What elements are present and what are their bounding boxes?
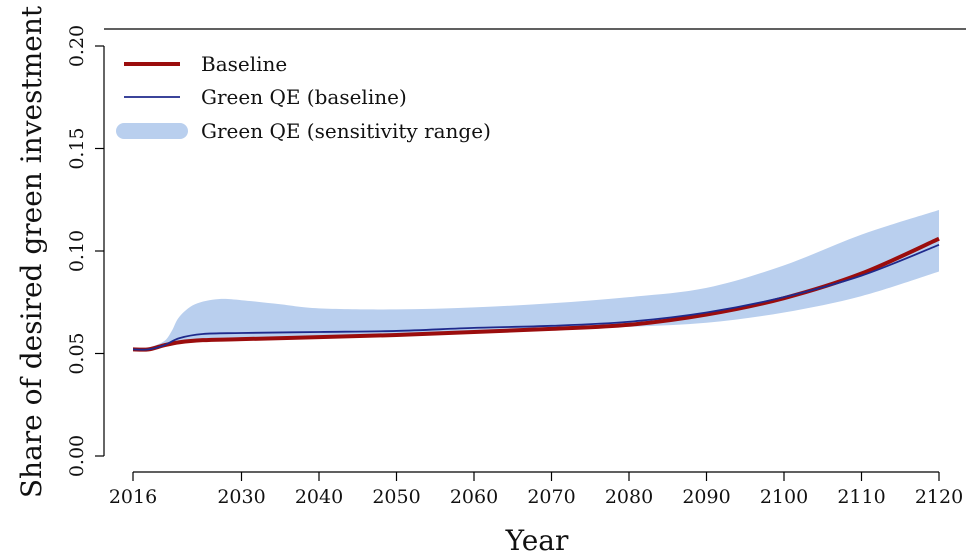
- green-qe-line: [132, 244, 940, 351]
- x-tick-label: 2050: [372, 486, 420, 508]
- x-tick-label: 2120: [915, 486, 963, 508]
- x-tick-label: 2070: [527, 486, 575, 508]
- y-tick-label: 0.15: [66, 127, 88, 169]
- y-tick-label: 0.10: [66, 230, 88, 272]
- x-tick-label: 2110: [837, 486, 885, 508]
- plot-area: [132, 210, 940, 352]
- x-axis-title: Year: [505, 524, 569, 556]
- legend-label-baseline: Baseline: [201, 52, 287, 76]
- x-tick-label: 2060: [450, 486, 498, 508]
- baseline-line: [132, 236, 940, 352]
- y-tick-label: 0.20: [66, 25, 88, 67]
- y-tick-label: 0.05: [66, 332, 88, 374]
- x-tick-label: 2030: [217, 486, 265, 508]
- x-tick-label: 2100: [760, 486, 808, 508]
- legend: Baseline Green QE (baseline) Green QE (s…: [116, 52, 491, 143]
- x-tick-label: 2016: [109, 486, 157, 508]
- x-tick-label: 2040: [295, 486, 343, 508]
- tick-layer: 2016 2030 2040 2050 2060 2070 2080 2090 2100 2110…: [66, 25, 963, 508]
- sensitivity-band: [133, 210, 939, 350]
- x-tick-label: 2080: [605, 486, 653, 508]
- legend-label-sensitivity: Green QE (sensitivity range): [201, 119, 491, 143]
- x-tick-label: 2090: [682, 486, 730, 508]
- legend-label-green-qe: Green QE (baseline): [201, 85, 407, 109]
- y-tick-label: 0.00: [66, 435, 88, 477]
- y-axis-title: Share of desired green investment: [15, 5, 48, 498]
